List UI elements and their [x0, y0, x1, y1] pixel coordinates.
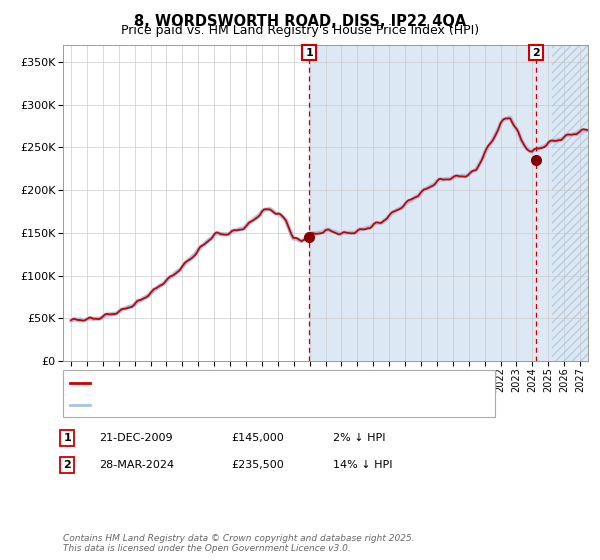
Text: HPI: Average price, semi-detached house, South Norfolk: HPI: Average price, semi-detached house,…: [93, 400, 386, 410]
Bar: [552, 45, 588, 361]
Text: 14% ↓ HPI: 14% ↓ HPI: [333, 460, 392, 470]
Text: 8, WORDSWORTH ROAD, DISS, IP22 4QA: 8, WORDSWORTH ROAD, DISS, IP22 4QA: [134, 14, 466, 29]
Text: 2: 2: [532, 48, 540, 58]
Text: 21-DEC-2009: 21-DEC-2009: [99, 433, 173, 443]
Text: Contains HM Land Registry data © Crown copyright and database right 2025.
This d: Contains HM Land Registry data © Crown c…: [63, 534, 415, 553]
Text: 28-MAR-2024: 28-MAR-2024: [99, 460, 174, 470]
Text: 1: 1: [305, 48, 313, 58]
Bar: [309, 45, 588, 361]
Text: Price paid vs. HM Land Registry's House Price Index (HPI): Price paid vs. HM Land Registry's House …: [121, 24, 479, 37]
Text: 2: 2: [64, 460, 71, 470]
Text: £145,000: £145,000: [231, 433, 284, 443]
Text: £235,500: £235,500: [231, 460, 284, 470]
Text: 1: 1: [64, 433, 71, 443]
Text: 2% ↓ HPI: 2% ↓ HPI: [333, 433, 386, 443]
Text: 8, WORDSWORTH ROAD, DISS, IP22 4QA (semi-detached house): 8, WORDSWORTH ROAD, DISS, IP22 4QA (semi…: [93, 378, 428, 388]
